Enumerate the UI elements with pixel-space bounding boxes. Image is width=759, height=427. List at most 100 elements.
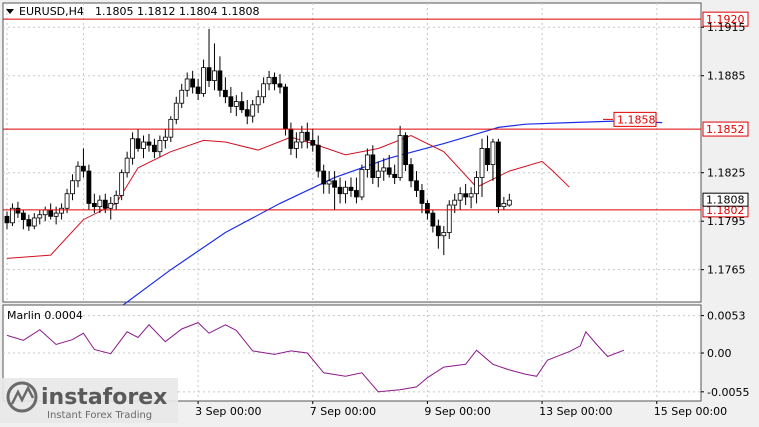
osc-axis-label: -0.0055 [707,386,749,399]
price-axis-label: 1.1825 [707,167,746,180]
collapse-triangle-icon[interactable] [6,9,14,14]
candle [370,145,376,185]
candle-body-bear [228,96,234,107]
candle [179,83,185,109]
candle-body-bull [506,199,512,206]
candle-body-bull [255,96,261,106]
candle-body-bull [479,148,485,178]
candle-body-bull [10,207,15,224]
candle [20,209,26,230]
candle-body-bull [468,193,474,198]
price-axis-label: 1.1765 [707,264,746,277]
candle [152,138,157,159]
candle-body-bull [381,167,387,172]
candle [250,99,256,123]
candle-body-bear [15,207,21,214]
candle-body-bear [195,86,201,94]
candle [70,174,75,201]
candle-body-bear [48,209,54,217]
candle [457,187,463,210]
candle-body-bear [337,186,343,195]
candle-body-bear [392,173,398,178]
candle [354,177,359,204]
candle-body-bull [501,203,507,208]
candle-body-bull [446,204,452,233]
candle-body-bear [102,199,108,209]
candle-body-bear [206,67,212,81]
candle [119,169,125,201]
price-panel[interactable] [2,2,702,303]
candle [184,72,190,97]
candle-body-bear [414,180,419,191]
candle [113,190,119,210]
candle-body-bull [173,102,179,120]
candle-body-bear [403,135,408,166]
level-price-box [702,121,749,137]
candle [326,171,332,194]
candle-body-bear [239,101,245,111]
candle [468,187,474,209]
candle-body-bull [364,154,370,170]
candle-body-bear [321,170,327,185]
candle [321,164,327,194]
level-price-label: 1.1852 [706,123,745,136]
candle-body-bull [474,177,479,195]
candle-body-bull [184,78,190,91]
price-axis-label: 1.1915 [707,21,746,34]
candle-body-bull [157,139,163,153]
candle-body-bear [152,144,157,153]
oscillator-axis[interactable]: 0.0053 0.00 -0.0055 [701,310,749,399]
candle-body-bear [304,131,310,141]
time-axis-label: 13 Sep 00:00 [539,405,612,418]
candle-body-bull [299,131,305,143]
candle [255,90,261,113]
blue-ma-line [104,120,663,319]
candle-body-bull [75,165,81,182]
candle-body-bear [370,154,376,178]
candle [64,188,70,214]
watermark-brand: instaforex [41,385,167,410]
watermark-tagline: Instant Forex Trading [47,410,152,421]
candle [490,138,496,181]
candle-body-bear [485,148,490,166]
candle [403,132,408,172]
candle [261,77,267,104]
candle [31,213,37,230]
candle [228,87,234,113]
candle-body-bull [359,169,365,198]
candle-body-bear [244,109,250,117]
candle [124,151,130,178]
candle [272,72,277,91]
instaforex-watermark: instaforex Instant Forex Trading [0,378,178,423]
candle-body-bear [425,203,430,214]
candle-body-bear [146,141,152,146]
level-price-label: 1.1802 [706,204,745,217]
time-axis-label: 7 Sep 00:00 [310,405,376,418]
candle [244,99,250,125]
price-axis[interactable]: 1.1915 1.1885 1.1825 1.1795 1.1765 [701,21,746,277]
candle-body-bear [495,141,501,208]
candle [446,200,452,239]
candle [212,43,217,91]
time-axis[interactable]: 3 Sep 00:00 7 Sep 00:00 9 Sep 00:00 13 Sep … [195,401,727,418]
candle [337,177,343,204]
candle [146,133,152,152]
level-price-box [702,11,749,27]
candle [217,56,223,97]
time-axis-label: 3 Sep 00:00 [195,405,261,418]
candle-body-bear [386,167,392,175]
candle-body-bear [332,180,338,188]
candle [315,135,321,178]
candle [408,158,414,188]
ma-label-box [613,111,657,127]
indicator-label: Marlin 0.0004 [7,309,83,322]
candle-body-bear [435,225,441,237]
candle [414,171,419,197]
candle-body-bull [53,212,59,217]
candle [239,91,245,113]
candle-body-bull [37,214,43,219]
candle [364,148,370,178]
candle-body-bear [408,164,414,182]
price-axis-label: 1.1795 [707,215,746,228]
